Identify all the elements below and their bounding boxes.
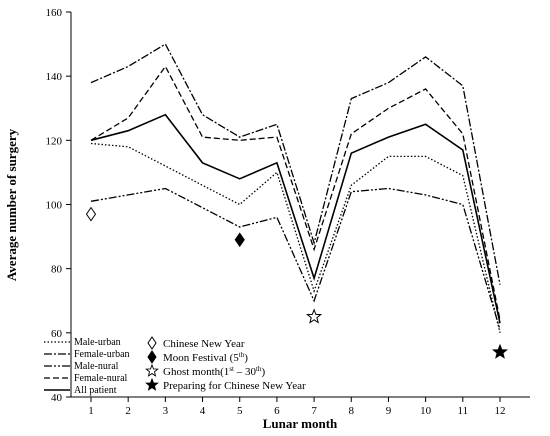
x-tick-label: 4 (200, 405, 206, 417)
x-axis-ticks: 1 2 3 4 5 6 7 8 9 10 11 12 (88, 397, 506, 417)
y-tick-label: 120 (46, 135, 63, 147)
legend-series: Male-urban Female-urban Male-nural Femal… (44, 337, 130, 396)
legend-filled-diamond-icon (147, 350, 157, 364)
series-line-female-rural (90, 65, 501, 321)
x-tick-label: 5 (237, 405, 243, 417)
x-tick-label: 11 (458, 405, 469, 417)
legend-open-diamond-icon (147, 336, 157, 350)
legend-open-star-icon (145, 363, 159, 377)
legend-label-all-patient: All patient (74, 385, 117, 396)
legend-markers: Chinese New Year Moon Festival (5th) Gho… (145, 336, 306, 392)
x-tick-label: 8 (349, 405, 355, 417)
x-tick-label: 7 (311, 405, 317, 417)
legend-label-male-rural: Male-nural (74, 361, 119, 372)
series-lines (90, 43, 501, 333)
y-tick-label: 40 (51, 392, 63, 404)
x-axis-title: Lunar month (263, 416, 338, 431)
series-line-male-rural (90, 187, 501, 330)
legend-label-male-urban: Male-urban (74, 337, 121, 348)
series-line-male-urban (90, 142, 501, 333)
x-tick-label: 12 (495, 405, 506, 417)
legend-label-female-urban: Female-urban (74, 349, 130, 360)
marker-open-diamond-icon (85, 206, 97, 222)
marker-open-star-icon (306, 308, 323, 324)
marker-filled-star-icon (491, 343, 509, 359)
y-axis-ticks: 40 60 80 100 120 140 160 (46, 7, 71, 404)
legend-label-female-rural: Female-nural (74, 373, 128, 384)
y-tick-label: 140 (46, 71, 63, 83)
event-markers (85, 206, 509, 359)
legend-filled-star-icon (145, 377, 159, 391)
y-tick-label: 80 (51, 264, 63, 276)
y-tick-label: 100 (46, 200, 63, 212)
legend-label-preparing-cny: Preparing for Chinese New Year (163, 380, 306, 392)
x-tick-label: 6 (274, 405, 280, 417)
x-tick-label: 10 (420, 405, 432, 417)
y-tick-label: 160 (46, 7, 63, 19)
legend-label-moon-festival: Moon Festival (5th) (163, 351, 248, 364)
y-axis-title: Average number of surgery (4, 128, 19, 281)
series-line-female-urban (90, 43, 501, 285)
marker-filled-diamond-icon (234, 232, 245, 248)
legend-label-chinese-new-year: Chinese New Year (163, 338, 245, 350)
x-tick-label: 1 (88, 405, 94, 417)
x-tick-label: 3 (163, 405, 169, 417)
series-line-all-patient (90, 113, 501, 324)
x-tick-label: 9 (386, 405, 392, 417)
x-tick-label: 2 (125, 405, 131, 417)
legend-label-ghost-month: Ghost month(1st – 30th) (163, 365, 265, 378)
y-tick-label: 60 (51, 328, 63, 340)
